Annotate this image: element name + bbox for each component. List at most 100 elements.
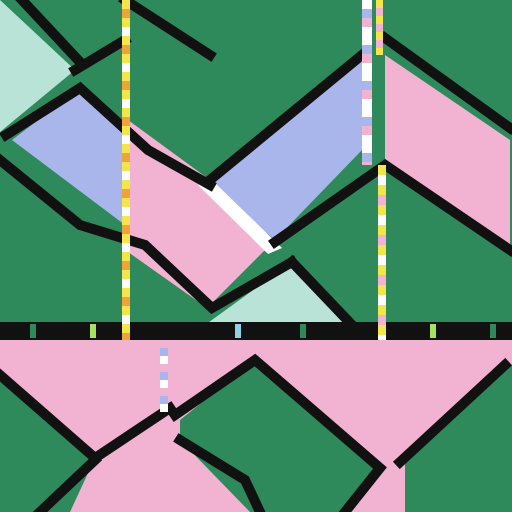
right-dashed-stripe-upper-segment [362,144,372,153]
left-dashed-stripe-segment [122,117,130,126]
right-dashed-stripe-segment [378,245,386,255]
left-dashed-stripe-segment [122,297,130,306]
left-dashed-stripe-segment [122,189,130,198]
right-thin-stripe-segment [376,16,383,24]
right-dashed-stripe-segment [378,225,386,235]
right-thin-stripe-segment [376,32,383,40]
right-dashed-stripe-upper-segment [362,135,372,144]
right-dashed-stripe-segment [378,325,386,335]
center-dashed-stripe-segment [160,356,168,364]
center-pink-triangle [210,190,270,305]
right-dashed-stripe-segment [378,175,386,185]
center-dashed-stripe-segment [160,348,168,356]
right-dashed-stripe-segment [378,335,386,340]
right-dashed-stripe-segment [378,265,386,275]
tick-green-3 [490,324,496,338]
right-dashed-stripe [378,165,386,340]
left-dashed-stripe-segment [122,306,130,315]
right-dashed-stripe-upper-segment [362,153,372,162]
outline-top-left-diagonal [68,33,132,77]
outline-right-peak [378,31,512,135]
center-dashed-stripe-segment [160,364,168,372]
center-dashed-stripe-segment [160,380,168,388]
right-dashed-stripe-segment [378,305,386,315]
left-dashed-stripe-segment [122,63,130,72]
right-thin-stripe-segment [376,0,383,8]
left-dashed-stripe-segment [122,225,130,234]
right-dashed-stripe-upper-segment [362,45,372,54]
right-dashed-stripe-segment [378,275,386,285]
left-dashed-stripe-segment [122,126,130,135]
vertical-stripes [122,0,386,412]
center-dashed-stripe-segment [160,404,168,412]
outline-top-left-edge [15,0,88,70]
left-dashed-stripe-segment [122,216,130,225]
center-lavender-band [205,55,362,240]
outline-bottom-center [168,353,387,512]
tick-green-1 [30,324,36,338]
right-dashed-stripe-upper-segment [362,126,372,135]
right-dashed-stripe-upper-segment [362,54,372,63]
outline-center-right-diagonal [202,47,370,188]
tick-green-2 [300,324,306,338]
left-dashed-stripe-segment [122,198,130,207]
right-thin-stripe [376,0,383,55]
right-dashed-stripe-upper-segment [362,0,372,9]
left-dashed-stripe-segment [122,135,130,144]
right-dashed-stripe-segment [378,285,386,295]
left-dashed-stripe-segment [122,261,130,270]
left-dashed-stripe-segment [122,27,130,36]
bottom-outline-strokes [0,353,512,512]
center-dashed-stripe-segment [160,388,168,396]
left-dashed-stripe-segment [122,18,130,27]
white-diagonal-highlight [198,180,282,254]
right-dashed-stripe-segment [378,215,386,225]
left-dashed-stripe-segment [122,108,130,117]
right-dashed-stripe-upper-segment [362,99,372,108]
left-dashed-stripe-segment [122,54,130,63]
left-dashed-stripe-segment [122,162,130,171]
right-thin-stripe-segment [376,40,383,48]
left-dashed-stripe-segment [122,333,130,340]
left-dashed-stripe-segment [122,243,130,252]
left-dashed-stripe-segment [122,0,130,9]
right-dashed-stripe-upper-segment [362,90,372,99]
right-dashed-stripe-segment [378,205,386,215]
left-dashed-stripe-segment [122,315,130,324]
left-dashed-stripe-segment [122,252,130,261]
right-thin-stripe-segment [376,8,383,16]
right-thin-stripe-segment [376,24,383,32]
right-dashed-stripe-upper-segment [362,27,372,36]
left-dashed-stripe-segment [122,45,130,54]
left-dashed-stripe-segment [122,36,130,45]
left-dashed-stripe-segment [122,270,130,279]
left-dashed-stripe-segment [122,72,130,81]
left-dashed-stripe-segment [122,99,130,108]
left-dashed-stripe-segment [122,324,130,333]
bottom-right-green-triangle [405,365,512,512]
outline-right-edge [284,254,360,333]
right-dashed-stripe-upper-segment [362,18,372,27]
right-dashed-stripe-segment [378,235,386,245]
right-thin-stripe-segment [376,48,383,55]
right-dashed-stripe-upper-segment [362,81,372,90]
left-dashed-stripe-segment [122,288,130,297]
left-dashed-stripe-segment [122,279,130,288]
tick-sky-1 [235,324,241,338]
right-dashed-stripe-upper-segment [362,108,372,117]
left-dashed-stripe-segment [122,144,130,153]
left-dashed-stripe-segment [122,90,130,99]
right-dashed-stripe-segment [378,255,386,265]
center-dashed-stripe-segment [160,396,168,404]
right-dashed-stripe-segment [378,165,386,175]
left-dashed-stripe-segment [122,9,130,18]
outline-top-center-diagonal [118,0,217,62]
right-dashed-stripe-upper [362,0,372,165]
left-dashed-stripe-segment [122,234,130,243]
center-dashed-stripe [160,340,168,412]
right-pink-band [385,55,510,250]
right-dashed-stripe-segment [378,295,386,305]
divider-color-ticks [30,324,496,338]
outline-bottom-right [392,357,512,470]
left-dashed-stripe-segment [122,171,130,180]
